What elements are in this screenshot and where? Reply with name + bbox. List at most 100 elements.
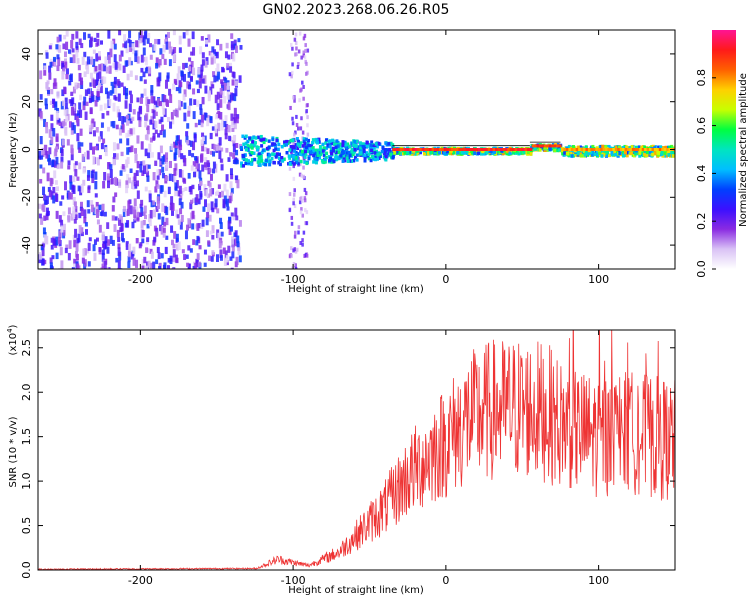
spectrogram-cell <box>146 37 150 44</box>
spectrogram-cell <box>202 206 206 212</box>
spectrogram-cell <box>86 65 90 75</box>
spectrogram-cell <box>201 136 205 142</box>
spectrogram-cell <box>174 182 178 190</box>
y-tick-label: 0.0 <box>20 561 33 579</box>
spectrogram-cell <box>147 152 151 159</box>
spectrogram-cell <box>77 185 81 192</box>
spectrogram-cell <box>219 87 223 95</box>
spectrogram-cell <box>259 138 263 142</box>
spectrogram-cell <box>152 120 156 130</box>
spectrogram-cell <box>268 162 272 167</box>
spectrogram-cell <box>103 260 107 269</box>
spectrogram-cell <box>229 181 233 189</box>
spectrogram-cell <box>590 153 594 157</box>
spectrogram-cell <box>345 153 349 158</box>
spectrogram-cell <box>171 267 175 269</box>
spectrogram-cell <box>95 237 99 242</box>
spectrogram-cell <box>631 148 635 151</box>
spectrogram-cell <box>69 181 73 190</box>
spectrogram-cell <box>558 144 562 148</box>
spectrogram-cell <box>304 48 307 53</box>
spectrogram-cell <box>236 241 240 248</box>
spectrogram-cell <box>124 60 128 67</box>
spectrogram-cells <box>38 30 675 269</box>
spectrogram-cell <box>612 152 616 156</box>
spectrogram-cell <box>65 115 69 123</box>
spectrogram-cell <box>404 148 408 151</box>
x-tick-label: -200 <box>128 273 153 286</box>
spectrogram-cell <box>230 113 234 121</box>
spectrogram-cell <box>41 243 45 248</box>
spectrogram-cell <box>45 213 49 221</box>
spectrogram-cell <box>52 187 56 194</box>
spectrogram-cell <box>290 154 294 158</box>
spectrogram-cell <box>188 84 192 90</box>
spectrogram-cell <box>116 62 120 69</box>
spectrogram-cell <box>115 153 119 160</box>
spectrogram-cell <box>329 149 333 154</box>
spectrogram-cell <box>107 54 111 64</box>
spectrogram-cell <box>671 154 675 158</box>
spectrogram-cell <box>294 160 298 165</box>
spectrogram-cell <box>578 148 582 151</box>
spectrogram-cell <box>294 150 298 155</box>
spectrogram-cell <box>339 154 343 158</box>
spectrogram-cell <box>176 214 180 219</box>
spectrogram-cell <box>94 193 98 198</box>
spectrogram-cell <box>370 154 374 159</box>
spectrogram-cell <box>377 141 381 146</box>
spectrogram-cell <box>355 139 359 144</box>
spectrogram-cell <box>200 153 204 162</box>
spectrogram-cell <box>95 127 99 133</box>
spectrogram-cell <box>218 240 222 249</box>
spectrogram-cell <box>373 151 377 155</box>
spectrogram-cell <box>197 67 201 75</box>
top-x-axis: -200 -100 0 100 <box>128 30 609 286</box>
spectrogram-cell <box>604 149 608 154</box>
spectrogram-cell <box>469 149 473 153</box>
spectrogram-cell <box>217 122 221 132</box>
spectrogram-cell <box>190 51 194 56</box>
spectrogram-cell <box>65 108 69 118</box>
spectrogram-cell <box>319 147 323 152</box>
spectrogram-cell <box>144 186 148 192</box>
spectrogram-cell <box>126 173 130 181</box>
spectrogram-cell <box>113 76 117 85</box>
spectrogram-cell <box>61 139 65 146</box>
spectrogram-cell <box>475 148 479 151</box>
spectrogram-cell <box>119 215 123 224</box>
spectrogram-cell <box>233 93 237 102</box>
spectrogram-cell <box>91 95 95 102</box>
spectrogram-cell <box>191 198 195 204</box>
spectrogram-cell <box>375 149 379 154</box>
spectrogram-cell <box>112 62 116 69</box>
spectrogram-cell <box>49 177 53 187</box>
x-tick-label: 0 <box>442 574 449 587</box>
spectrogram-cell <box>292 141 295 146</box>
spectrogram-cell <box>186 140 190 145</box>
spectrogram-cell <box>62 67 66 72</box>
spectrogram-cell <box>541 146 545 150</box>
spectrogram-cell <box>143 256 147 264</box>
spectrogram-cell <box>42 167 46 174</box>
spectrogram-cell <box>280 144 284 149</box>
spectrogram-cell <box>117 247 121 257</box>
spectrogram-cell <box>226 91 230 100</box>
spectrogram-cell <box>96 38 100 46</box>
spectrogram-cell <box>68 192 72 200</box>
spectrogram-cell <box>44 103 48 110</box>
spectrogram-cell <box>73 263 77 269</box>
spectrogram-cell <box>92 130 96 137</box>
spectrogram-cell <box>456 151 460 155</box>
spectrogram-cell <box>482 148 486 151</box>
spectrogram-cell <box>185 224 189 231</box>
spectrogram-cell <box>85 61 89 70</box>
spectrogram-cell <box>98 71 102 79</box>
spectrogram-cell <box>207 240 211 246</box>
spectrogram-cell <box>48 147 52 155</box>
spectrogram-cell <box>41 258 45 266</box>
spectrogram-cell <box>232 143 236 153</box>
spectrogram-cell <box>137 111 141 121</box>
spectrogram-cell <box>330 151 334 156</box>
spectrogram-cell <box>175 87 179 92</box>
